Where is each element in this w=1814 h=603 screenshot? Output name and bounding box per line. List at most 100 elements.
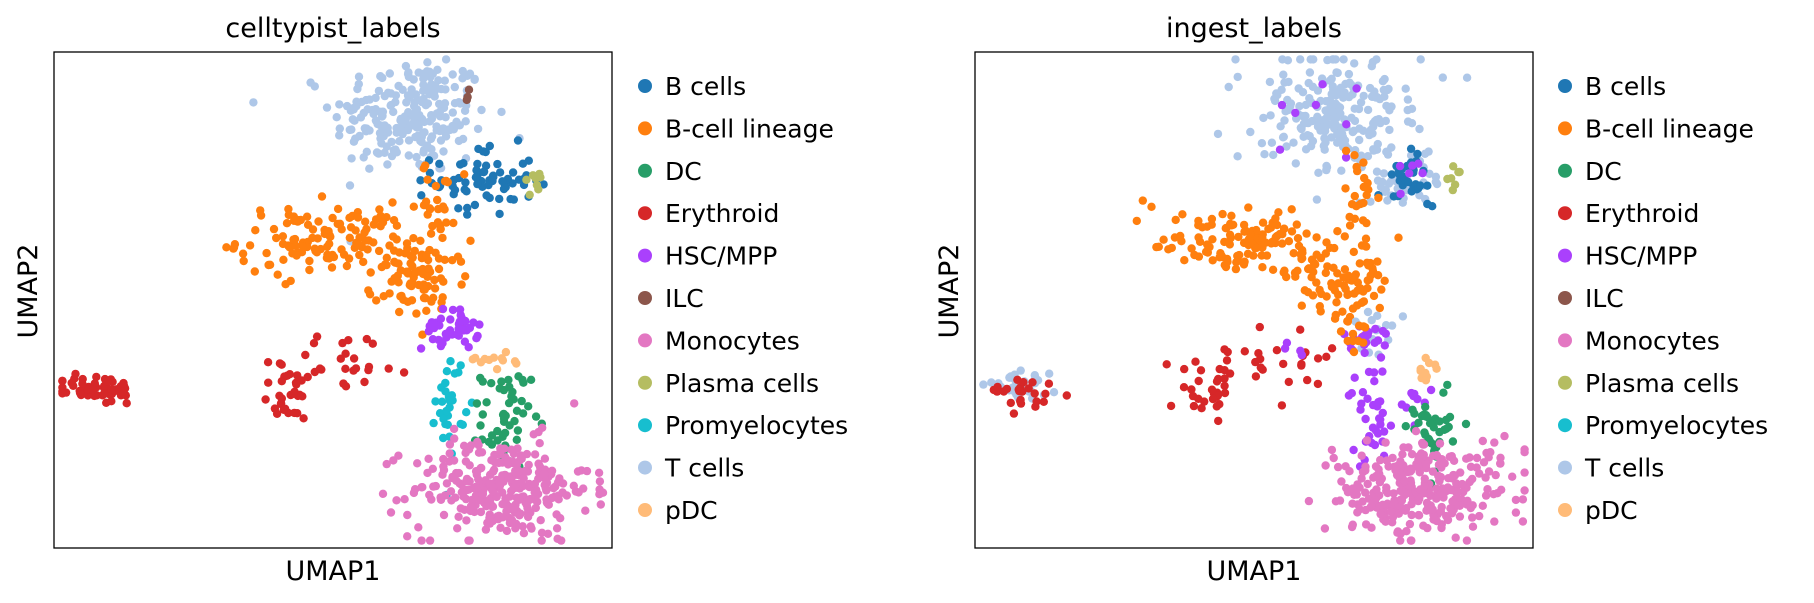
data-point [1338, 307, 1347, 316]
data-point [1280, 344, 1290, 353]
data-point [499, 409, 508, 419]
panel-ingest: ingest_labels UMAP1 UMAP2 B cells B-cell … [934, 13, 1768, 587]
data-point [292, 251, 301, 260]
data-point [1442, 424, 1451, 433]
data-point [1374, 398, 1383, 407]
data-point [1280, 78, 1289, 87]
data-point [1448, 497, 1457, 506]
data-point [1342, 120, 1351, 129]
data-point [1361, 234, 1371, 243]
data-point [1197, 404, 1206, 413]
data-point [1520, 486, 1529, 495]
data-point [261, 395, 270, 404]
data-point [445, 449, 454, 458]
legend-marker [638, 291, 652, 305]
data-point [1365, 83, 1375, 93]
data-point [1463, 496, 1472, 505]
data-point [439, 414, 448, 424]
data-point [433, 195, 442, 205]
data-point [1301, 100, 1311, 110]
data-point [537, 528, 547, 537]
data-point [1269, 150, 1278, 160]
data-point [1205, 242, 1214, 252]
data-point [1468, 522, 1478, 531]
data-point [1323, 262, 1332, 271]
data-point [539, 180, 548, 189]
data-point [1404, 443, 1413, 452]
data-point [449, 218, 458, 228]
data-point [1407, 500, 1416, 509]
data-point [1268, 265, 1278, 274]
data-point [1372, 55, 1381, 64]
data-point [461, 178, 470, 187]
data-point [1194, 376, 1203, 386]
data-point [1372, 471, 1381, 481]
data-point [1289, 138, 1298, 147]
data-point [1386, 507, 1396, 516]
data-point [504, 473, 514, 482]
data-point [1406, 151, 1416, 160]
data-point [1339, 55, 1348, 64]
data-point [1327, 74, 1336, 84]
data-point [1164, 245, 1173, 254]
data-point [410, 246, 419, 256]
data-point [69, 381, 78, 390]
data-point [309, 339, 319, 348]
data-point [409, 488, 419, 498]
data-point [1389, 192, 1399, 201]
data-point [438, 233, 447, 243]
data-point [1187, 244, 1196, 253]
data-point [1380, 276, 1389, 285]
legend-marker [638, 163, 652, 178]
data-point [1277, 239, 1287, 248]
data-point [1334, 279, 1343, 288]
data-point [245, 241, 255, 250]
data-point [430, 92, 439, 101]
data-point [1349, 347, 1359, 357]
data-point [1468, 474, 1477, 484]
data-point [404, 108, 413, 117]
data-point [264, 378, 273, 387]
legend-label: B-cell lineage [665, 114, 834, 143]
legend-marker [638, 121, 652, 136]
data-point [1287, 205, 1296, 214]
data-point [462, 408, 471, 417]
data-point [1291, 108, 1300, 118]
data-point [442, 406, 451, 416]
data-point [446, 315, 455, 324]
data-point [1330, 243, 1339, 253]
data-point [284, 204, 293, 214]
data-point [387, 137, 396, 147]
data-point [1518, 517, 1528, 526]
data-point [1293, 266, 1302, 275]
data-point [1283, 95, 1292, 105]
data-point [427, 297, 436, 306]
data-point [426, 229, 436, 238]
data-point [1321, 268, 1331, 278]
data-point [487, 431, 497, 440]
data-point [314, 217, 323, 226]
data-point [1349, 445, 1358, 455]
data-point [400, 495, 409, 504]
data-point [1407, 388, 1416, 398]
data-point [376, 134, 385, 143]
data-point [1303, 375, 1312, 385]
data-point [305, 256, 314, 266]
data-point [538, 423, 547, 432]
data-point [484, 437, 494, 447]
data-point [1446, 504, 1455, 513]
data-point [409, 75, 418, 84]
data-point [1366, 197, 1375, 206]
data-point [384, 364, 393, 373]
data-point [474, 475, 483, 484]
data-point [435, 159, 444, 168]
data-point [1295, 102, 1304, 111]
data-point [1428, 505, 1437, 514]
data-point [435, 107, 445, 116]
data-point [1314, 168, 1323, 177]
data-point [540, 454, 550, 463]
data-point [364, 365, 373, 375]
data-point [1348, 127, 1358, 137]
data-point [461, 272, 470, 281]
data-point [374, 86, 384, 96]
